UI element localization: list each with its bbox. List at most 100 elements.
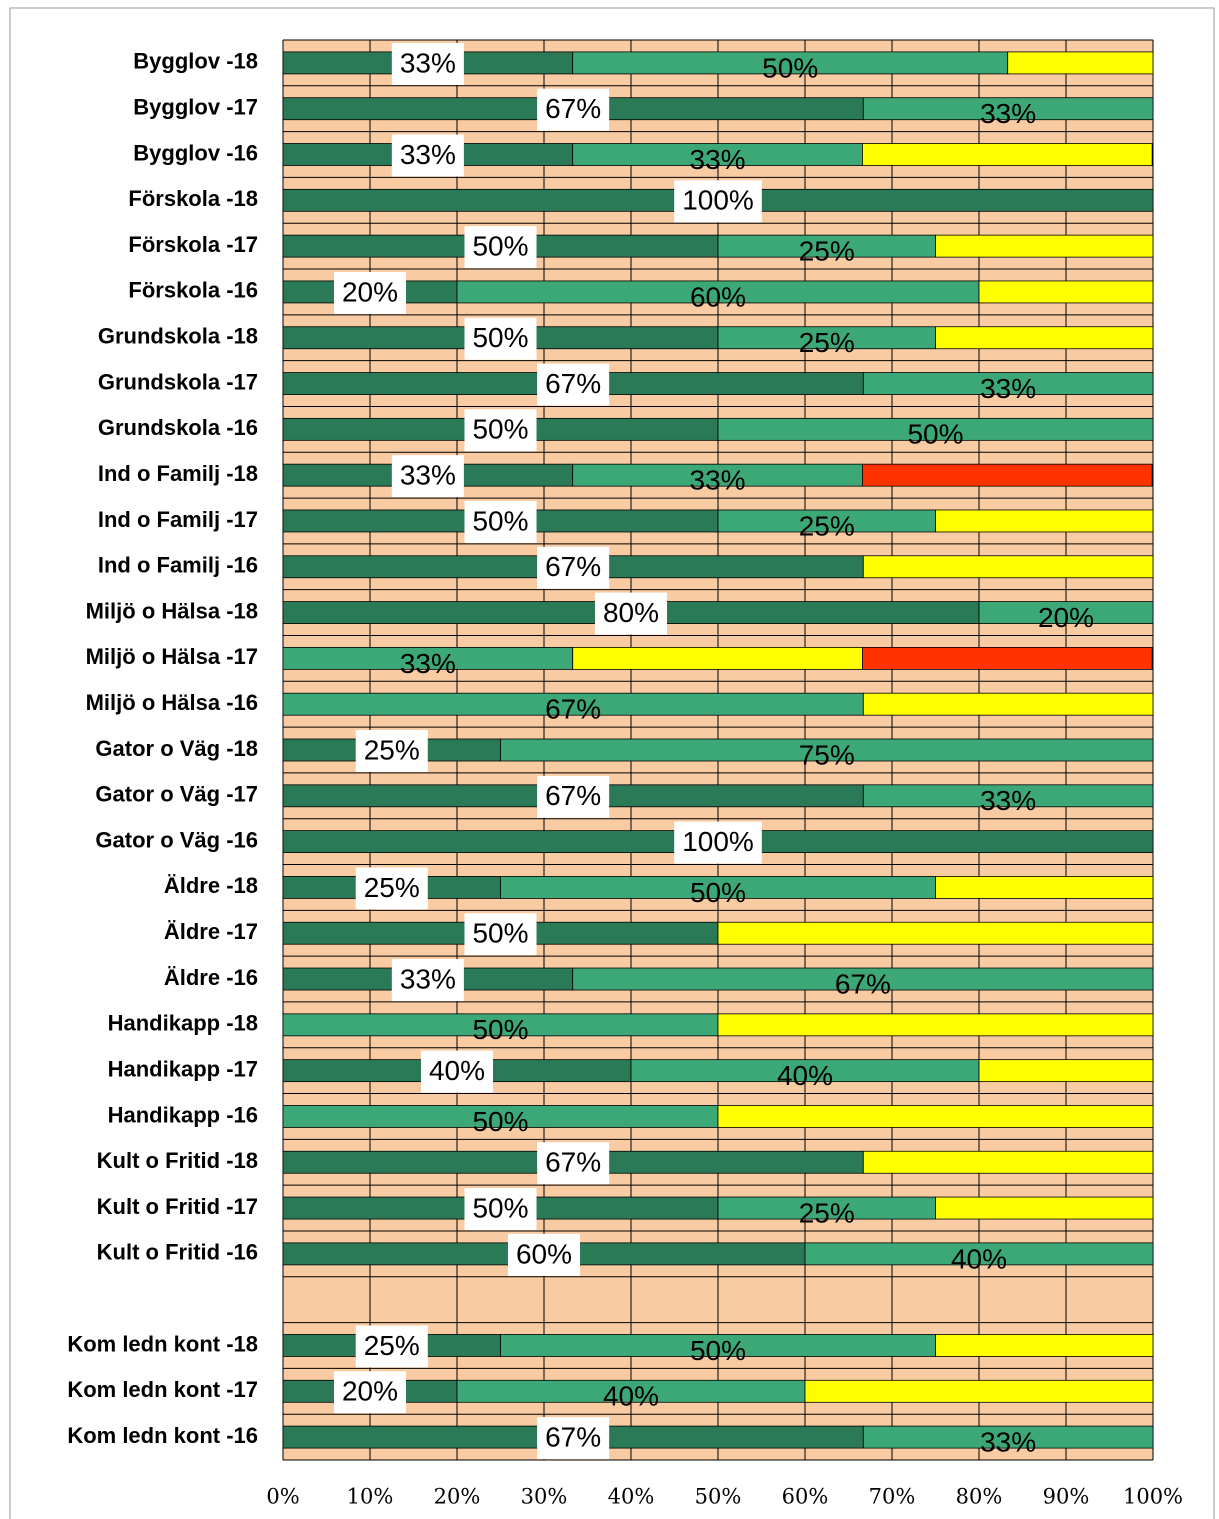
data-label: 50%: [472, 1014, 528, 1045]
data-label-box: [464, 913, 537, 956]
data-label: 25%: [799, 327, 855, 358]
data-label-group: 33%: [980, 785, 1036, 816]
data-label-box: [537, 88, 610, 131]
data-label-group: 50%: [464, 409, 537, 452]
data-label: 67%: [545, 93, 601, 124]
data-label-group: 67%: [537, 1142, 610, 1185]
category-label: Miljö o Hälsa -17: [86, 644, 258, 669]
data-label-group: 33%: [980, 98, 1036, 129]
bar-segment: [804, 1379, 1154, 1403]
data-label: 33%: [980, 785, 1036, 816]
data-label-group: 60%: [690, 281, 746, 312]
data-label: 50%: [690, 877, 746, 908]
category-label: Ind o Familj -16: [98, 553, 258, 578]
category-label: Äldre -18: [164, 873, 258, 898]
data-label: 67%: [835, 968, 891, 999]
data-label-group: 67%: [537, 88, 610, 131]
data-label-group: 67%: [835, 968, 891, 999]
category-label: Bygglov -18: [133, 49, 258, 74]
category-label: Kult o Fritid -18: [97, 1148, 258, 1173]
category-label: Handikapp -16: [108, 1102, 258, 1127]
category-label: Grundskola -16: [98, 415, 258, 440]
data-label: 50%: [762, 52, 818, 83]
data-label-group: 25%: [799, 236, 855, 267]
category-label: Gator o Väg -16: [95, 827, 258, 852]
data-label-box: [464, 317, 537, 360]
data-label-group: 100%: [674, 821, 762, 864]
category-label: Äldre -16: [164, 965, 258, 990]
data-label: 67%: [545, 780, 601, 811]
category-label: Miljö o Hälsa -18: [86, 598, 258, 623]
data-label: 40%: [429, 1055, 485, 1086]
data-label-group: 50%: [472, 1014, 528, 1045]
data-label-box: [420, 1050, 494, 1093]
data-label: 33%: [980, 373, 1036, 404]
bar-segment: [862, 692, 1154, 716]
data-label: 67%: [545, 694, 601, 725]
x-tick-label: 30%: [521, 1485, 568, 1509]
category-label: Kult o Fritid -17: [97, 1194, 258, 1219]
data-label: 33%: [400, 139, 456, 170]
data-label: 75%: [799, 739, 855, 770]
bar-segment: [935, 1196, 1154, 1220]
data-label-group: 33%: [980, 1426, 1036, 1457]
x-tick-label: 10%: [347, 1485, 394, 1509]
x-tick-label: 0%: [266, 1485, 299, 1509]
bar-segment: [862, 143, 1153, 166]
bar-segment: [862, 372, 1154, 395]
bar-segment: [804, 1242, 1154, 1266]
data-label-group: 25%: [799, 1197, 855, 1228]
data-label: 50%: [472, 1192, 528, 1223]
data-label-group: 25%: [799, 510, 855, 541]
data-label-group: 67%: [545, 694, 601, 725]
category-label: Grundskola -18: [98, 324, 258, 349]
data-label: 50%: [472, 231, 528, 262]
data-label-group: 40%: [603, 1381, 659, 1412]
data-label: 33%: [690, 144, 746, 175]
data-label-group: 67%: [537, 1417, 610, 1460]
category-label: Ind o Familj -17: [98, 507, 258, 532]
bar-segment: [935, 876, 1154, 899]
data-label: 33%: [980, 98, 1036, 129]
data-label-group: 80%: [594, 592, 668, 635]
data-label-group: 67%: [537, 775, 610, 818]
data-label-box: [464, 226, 537, 269]
category-label: Förskola -17: [128, 232, 258, 257]
data-label: 20%: [342, 276, 398, 307]
bar-segment: [717, 1105, 1154, 1128]
data-label-group: 33%: [690, 144, 746, 175]
data-label: 60%: [516, 1238, 572, 1269]
data-label-group: 20%: [1038, 602, 1094, 633]
category-label: Handikapp -17: [108, 1056, 258, 1081]
data-label-group: 33%: [391, 455, 464, 498]
data-label: 33%: [690, 465, 746, 496]
data-label-box: [674, 821, 762, 864]
bar-segment: [862, 1150, 1154, 1174]
bar-segment: [572, 646, 863, 670]
data-label-box: [537, 775, 610, 818]
data-label-group: 50%: [762, 52, 818, 83]
data-label-box: [464, 500, 537, 543]
data-label-box: [674, 180, 762, 223]
category-label: Gator o Väg -18: [95, 736, 258, 761]
bar-segment: [572, 967, 1154, 991]
data-label-box: [333, 1371, 407, 1414]
data-label-group: 67%: [537, 363, 610, 406]
data-label: 67%: [545, 368, 601, 399]
data-label-box: [391, 455, 464, 498]
data-label: 40%: [603, 1381, 659, 1412]
bar-segment: [717, 1013, 1154, 1037]
data-label-group: 25%: [799, 327, 855, 358]
data-label-box: [391, 134, 464, 177]
data-label: 33%: [980, 1426, 1036, 1457]
data-label: 40%: [777, 1060, 833, 1091]
data-label-box: [537, 363, 610, 406]
category-label: Kult o Fritid -16: [97, 1240, 258, 1265]
bar-segment: [862, 555, 1154, 579]
x-tick-label: 70%: [869, 1485, 916, 1509]
data-label: 20%: [1038, 602, 1094, 633]
data-label: 50%: [472, 414, 528, 445]
data-label-group: 50%: [690, 877, 746, 908]
data-label: 67%: [545, 1147, 601, 1178]
